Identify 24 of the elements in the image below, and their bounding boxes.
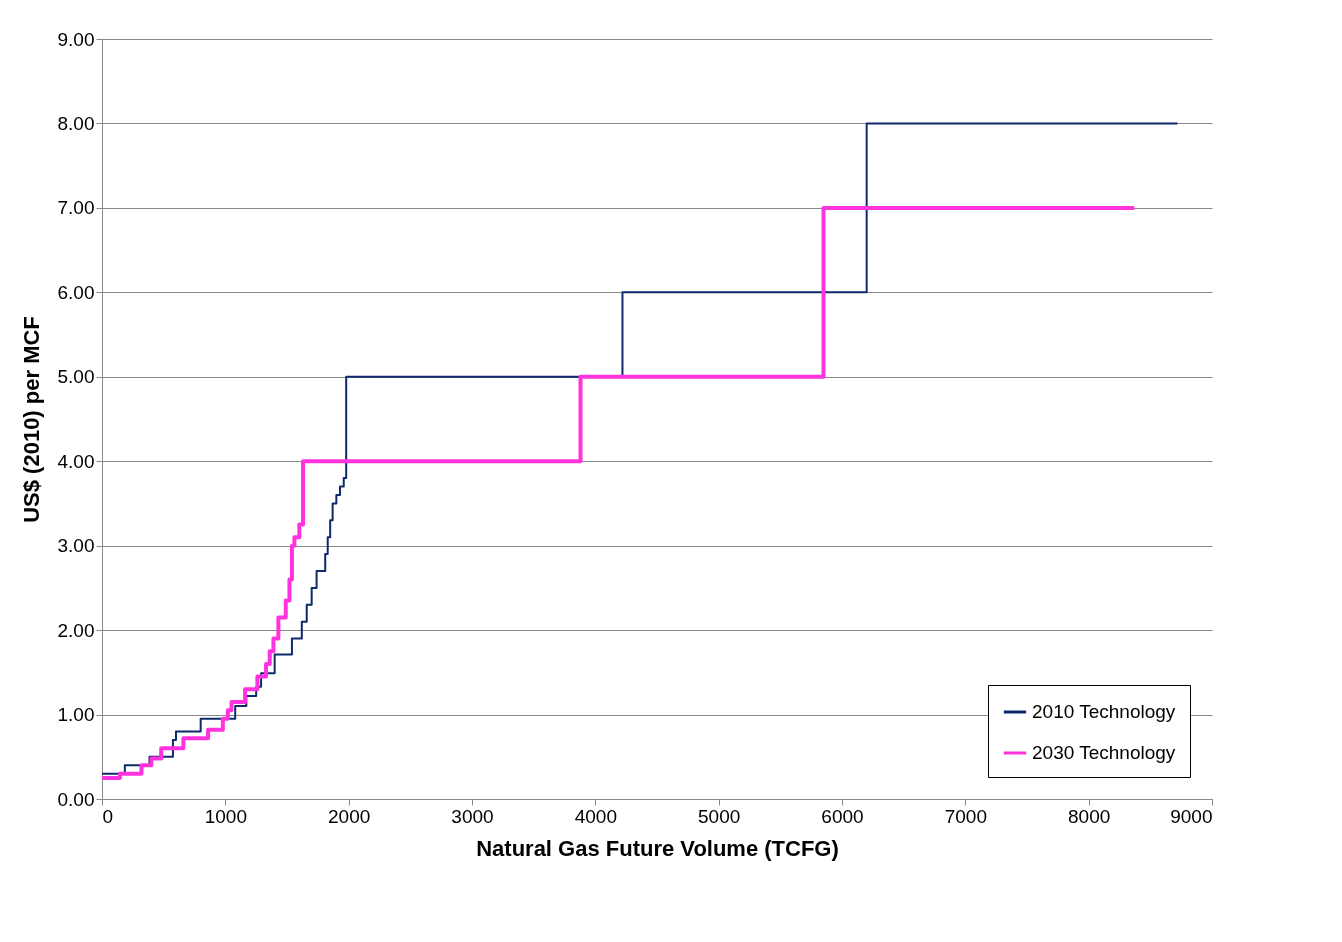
x-tick-label: 9000: [1170, 805, 1213, 827]
y-tick-label: 4.00: [57, 450, 95, 472]
x-tick-label: 8000: [1068, 805, 1111, 827]
x-tick-label: 3000: [451, 805, 494, 827]
x-tick-label: 4000: [574, 805, 617, 827]
y-tick-label: 3.00: [57, 535, 95, 557]
x-tick-label: 7000: [944, 805, 987, 827]
y-tick-label: 7.00: [57, 197, 95, 219]
y-axis-title: US$ (2010) per MCF: [18, 316, 44, 523]
y-tick-label: 9.00: [57, 28, 95, 50]
y-tick-label: 5.00: [57, 366, 95, 388]
y-tick-label: 6.00: [57, 281, 95, 303]
x-axis-title: Natural Gas Future Volume (TCFG): [476, 835, 839, 861]
legend-label: 2030 Technology: [1032, 742, 1176, 763]
x-tick-label: 2000: [328, 805, 371, 827]
y-tick-label: 2.00: [57, 619, 95, 641]
y-tick-label: 1.00: [57, 704, 95, 726]
x-tick-label: 1000: [204, 805, 247, 827]
x-tick-label: 6000: [821, 805, 864, 827]
x-tick-label: 5000: [698, 805, 741, 827]
x-tick-label: 0: [102, 805, 114, 827]
legend-label: 2010 Technology: [1032, 701, 1176, 722]
y-tick-label: 0.00: [57, 788, 95, 810]
y-tick-label: 8.00: [57, 112, 95, 134]
